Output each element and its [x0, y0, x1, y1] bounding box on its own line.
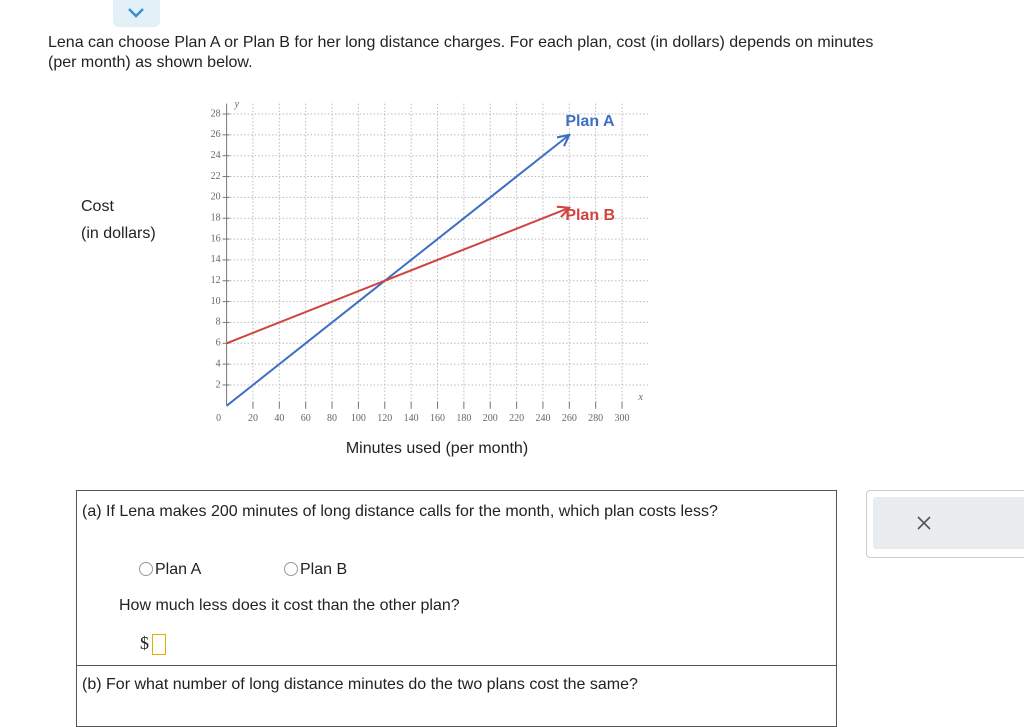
y-tick-label: 8: [216, 317, 221, 328]
y-tick-label: 28: [211, 108, 221, 119]
x-tick-label: 300: [615, 413, 630, 424]
y-axis-title: Cost: [81, 198, 114, 215]
y-symbol: y: [234, 99, 240, 110]
series-line: [225, 135, 570, 407]
followup-text: How much less does it cost than the othe…: [119, 597, 460, 614]
y-tick-label: 6: [216, 338, 221, 349]
part-b-question: (b) For what number of long distance min…: [82, 676, 638, 694]
part-a-question: (a) If Lena makes 200 minutes of long di…: [82, 500, 822, 524]
question-text: If Lena makes 200 minutes of long distan…: [106, 503, 718, 520]
y-axis-title: (in dollars): [81, 225, 156, 242]
y-tick-label: 26: [211, 129, 221, 140]
chart: 20 40 60 80 100 120 140 160 180 200 220 240 260 280 30…: [81, 99, 649, 457]
tool-panel: [866, 490, 1024, 558]
y-tick-label: 10: [211, 296, 221, 307]
x-tick-label: 220: [509, 413, 524, 424]
chevron-icon: [128, 8, 144, 18]
y-tick-label: 22: [211, 171, 221, 182]
origin-label: 0: [216, 413, 221, 424]
y-tick-label: 2: [216, 379, 221, 390]
radio[interactable]: [284, 562, 298, 576]
y-tick-label: 18: [211, 213, 221, 224]
clear-button[interactable]: [873, 497, 1024, 549]
answer-input[interactable]: [152, 634, 166, 655]
y-tick-label: 16: [211, 233, 221, 244]
x-tick-label: 120: [377, 413, 392, 424]
series-label: Plan B: [565, 207, 615, 224]
option-label: Plan A: [155, 561, 202, 578]
x-symbol: x: [637, 392, 643, 403]
x-tick-label: 160: [430, 413, 445, 424]
x-tick-label: 200: [483, 413, 498, 424]
y-tick-label: 12: [211, 275, 221, 286]
problem-line: (per month) as shown below.: [48, 54, 253, 71]
option[interactable]: Plan A: [139, 561, 201, 579]
problem-text: Lena can choose Plan A or Plan B for her…: [48, 33, 1024, 73]
x-tick-label: 40: [274, 413, 284, 424]
x-axis-title: Minutes used (per month): [346, 440, 528, 457]
x-tick-label: 280: [588, 413, 603, 424]
option[interactable]: Plan B: [284, 561, 347, 579]
x-tick-label: 140: [404, 413, 419, 424]
part-label: (b): [82, 676, 102, 693]
option-label: Plan B: [300, 561, 348, 578]
clear-icon: [917, 516, 931, 530]
radio[interactable]: [139, 562, 153, 576]
x-tick-label: 100: [351, 413, 366, 424]
x-tick-label: 80: [327, 413, 337, 424]
currency: $: [140, 633, 149, 653]
collapse-button[interactable]: [113, 0, 160, 27]
x-tick-label: 260: [562, 413, 577, 424]
y-tick-label: 20: [211, 192, 221, 203]
part-b-box: [76, 665, 837, 727]
question-text: For what number of long distance minutes…: [106, 676, 638, 693]
x-tick-label: 60: [301, 413, 311, 424]
y-tick-label: 24: [211, 150, 221, 161]
series-line: [226, 208, 570, 345]
y-tick-label: 14: [211, 254, 221, 265]
series-label: Plan A: [565, 113, 615, 130]
part-label: (a): [82, 503, 102, 520]
x-tick-label: 240: [535, 413, 550, 424]
y-tick-label: 4: [216, 358, 221, 369]
x-tick-label: 20: [248, 413, 258, 424]
x-tick-label: 180: [456, 413, 471, 424]
problem-line: Lena can choose Plan A or Plan B for her…: [48, 34, 874, 51]
